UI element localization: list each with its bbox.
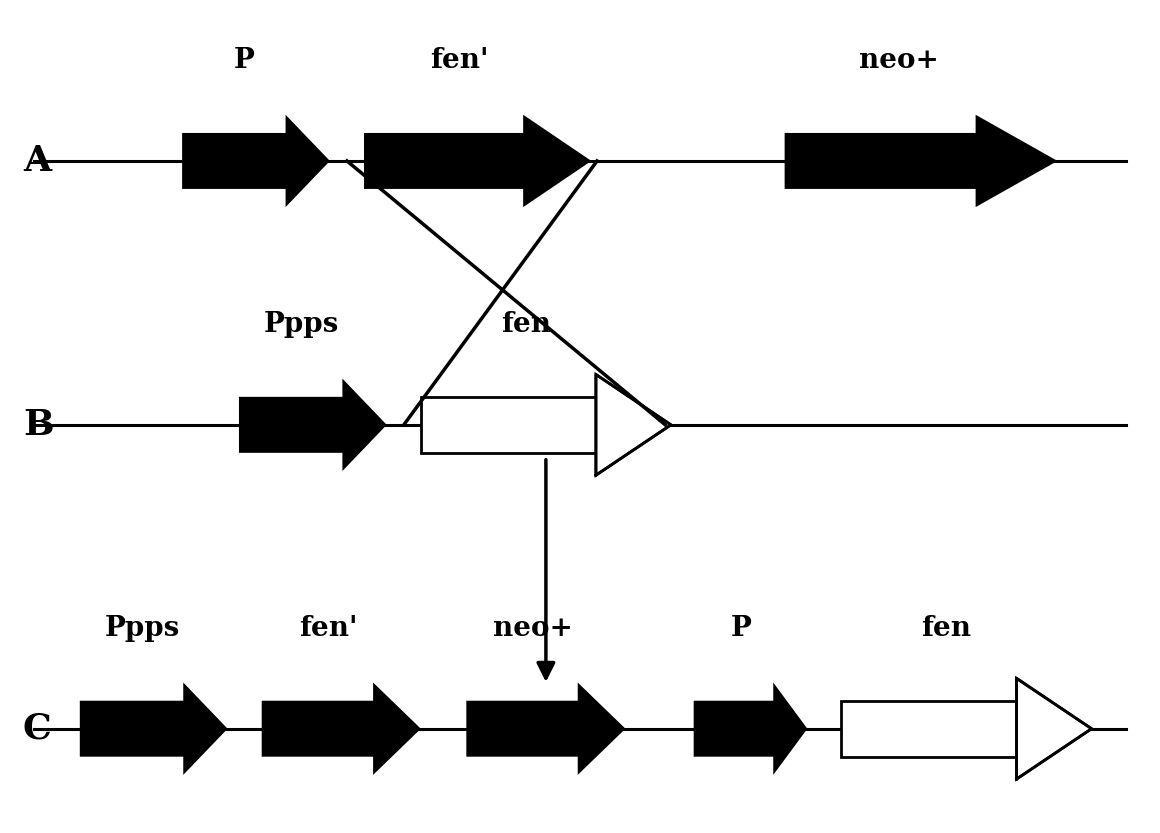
Text: A: A <box>23 144 51 178</box>
Text: neo+: neo+ <box>493 615 573 642</box>
Text: P: P <box>731 615 752 642</box>
FancyArrow shape <box>466 682 625 775</box>
FancyArrow shape <box>784 115 1058 207</box>
Text: fen': fen' <box>299 615 357 642</box>
Polygon shape <box>596 375 670 475</box>
FancyArrow shape <box>182 115 329 207</box>
Text: P: P <box>234 47 255 74</box>
Bar <box>841 701 1016 756</box>
Text: Ppps: Ppps <box>263 311 339 338</box>
Bar <box>421 397 596 453</box>
Text: fen: fen <box>501 311 551 338</box>
Text: C: C <box>23 711 52 746</box>
Text: fen: fen <box>921 615 972 642</box>
Text: neo+: neo+ <box>860 47 940 74</box>
FancyArrow shape <box>262 682 421 775</box>
Text: Ppps: Ppps <box>104 615 180 642</box>
Polygon shape <box>1016 678 1092 779</box>
FancyArrow shape <box>694 682 807 775</box>
Text: fen': fen' <box>430 47 488 74</box>
FancyArrow shape <box>80 682 227 775</box>
FancyArrow shape <box>239 379 386 471</box>
FancyArrow shape <box>364 115 592 207</box>
Text: B: B <box>23 408 53 441</box>
